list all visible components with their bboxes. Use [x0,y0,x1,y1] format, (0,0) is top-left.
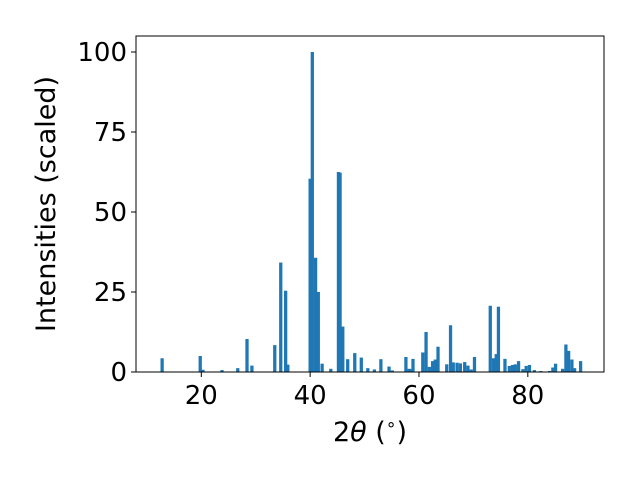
bar [346,359,350,372]
x-axis-label-close: ) [396,417,407,448]
bar [286,364,290,372]
bar [245,339,249,372]
bar [424,332,428,372]
bar [279,262,283,372]
bar [273,345,277,372]
bar [521,369,525,372]
bar [507,365,511,372]
bar [570,359,574,372]
y-tick-label: 25 [94,278,127,308]
bar [469,369,473,372]
bar [310,52,314,372]
bar [578,361,583,372]
bar [567,350,571,372]
bar [404,356,408,372]
bar [524,365,528,372]
bar [433,359,437,372]
bar [496,306,501,372]
y-tick-label: 0 [110,358,127,388]
bar [448,325,453,372]
bar [336,172,341,372]
x-axis-label-suffix: ( [367,417,386,448]
bar [236,368,240,372]
bar [160,358,164,372]
y-tick-label: 50 [94,198,127,228]
y-tick-label: 75 [94,118,127,148]
x-axis-label-degree: ∘ [386,415,397,435]
bar [421,352,425,372]
x-tick-label: 20 [185,381,218,411]
bar [491,358,496,372]
bar [366,368,370,372]
bar [561,368,565,372]
bar [329,368,333,372]
x-axis-label-prefix: 2 [333,417,350,448]
plot-frame [135,35,605,373]
bar [488,305,492,372]
x-tick-label: 80 [511,381,544,411]
bar [390,370,394,372]
bar [284,290,288,372]
y-ticks: 0 25 50 75 100 [77,38,136,388]
bar [220,370,224,372]
bar [359,357,363,372]
bar [430,361,435,372]
bars-group [160,52,583,372]
bar [472,356,477,372]
bar [455,362,459,372]
bar [198,356,202,372]
bar [572,368,577,372]
bar [379,359,383,372]
bar [466,365,470,372]
x-axis-label: 2θ (∘) [333,415,407,448]
y-tick-label: 100 [77,38,127,68]
x-tick-label: 40 [294,381,327,411]
bar [308,178,312,372]
bar [313,257,318,372]
x-axis-label-theta: θ [350,417,367,448]
bar [411,358,415,372]
bar [387,366,391,372]
bar [503,358,507,372]
bar [551,367,555,372]
x-ticks: 20 40 60 80 [185,372,544,411]
bar [564,344,568,372]
bar [513,364,517,372]
bar [409,369,413,372]
bar [427,366,431,372]
bar [353,353,357,372]
bar [320,363,324,372]
bar [201,369,205,372]
bar [372,369,376,372]
bar [527,364,532,372]
bar [316,292,320,372]
bar [510,364,515,372]
bar [463,362,467,372]
bar [516,361,521,372]
bar [250,365,254,372]
bar [458,363,462,372]
bar [341,326,345,372]
bar [445,364,449,372]
bar [494,354,498,372]
bar [532,370,536,372]
y-axis-label: Intensities (scaled) [31,76,62,332]
bar [553,363,558,372]
x-tick-label: 60 [402,381,435,411]
bar [451,362,455,372]
bar [436,346,440,372]
bar [338,172,342,372]
